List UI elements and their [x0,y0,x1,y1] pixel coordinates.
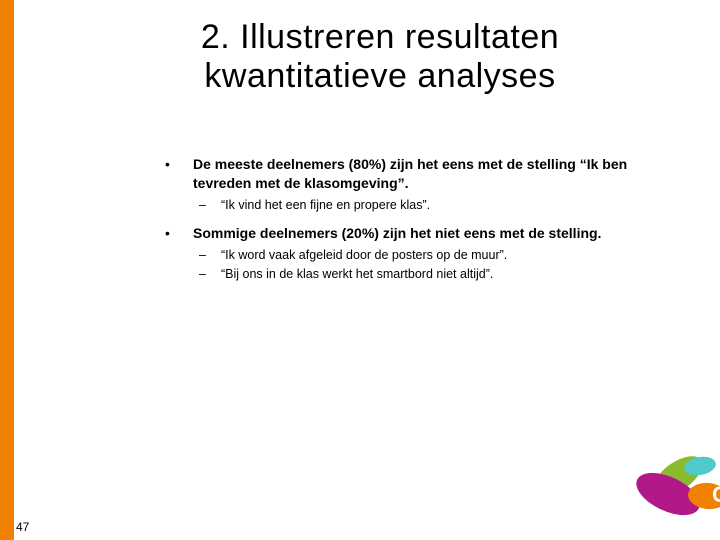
page-number: 47 [16,520,29,534]
sub-bullet-item: – “Ik vind het een fijne en propere klas… [199,197,675,214]
decorative-logo-icon: C [600,416,720,526]
sub-bullet-marker: – [199,247,221,264]
sub-bullet-text: “Ik vind het een fijne en propere klas”. [221,197,430,214]
bullet-item: • Sommige deelnemers (20%) zijn het niet… [165,224,675,243]
title-line-1: 2. Illustreren resultaten [201,18,559,56]
accent-bar [0,0,14,540]
content-area: • De meeste deelnemers (80%) zijn het ee… [165,155,675,293]
bullet-marker: • [165,155,193,193]
slide-title: 2. Illustreren resultaten kwantitatieve … [100,18,660,96]
sub-bullet-item: – “Bij ons in de klas werkt het smartbor… [199,266,675,283]
sub-bullet-marker: – [199,197,221,214]
sub-bullet-marker: – [199,266,221,283]
bullet-marker: • [165,224,193,243]
bullet-text: Sommige deelnemers (20%) zijn het niet e… [193,224,601,243]
title-line-2: kwantitatieve analyses [204,57,555,95]
sub-bullet-item: – “Ik word vaak afgeleid door de posters… [199,247,675,264]
svg-text:C: C [712,482,720,507]
sub-bullet-text: “Ik word vaak afgeleid door de posters o… [221,247,507,264]
sub-bullet-text: “Bij ons in de klas werkt het smartbord … [221,266,493,283]
bullet-text: De meeste deelnemers (80%) zijn het eens… [193,155,675,193]
bullet-item: • De meeste deelnemers (80%) zijn het ee… [165,155,675,193]
